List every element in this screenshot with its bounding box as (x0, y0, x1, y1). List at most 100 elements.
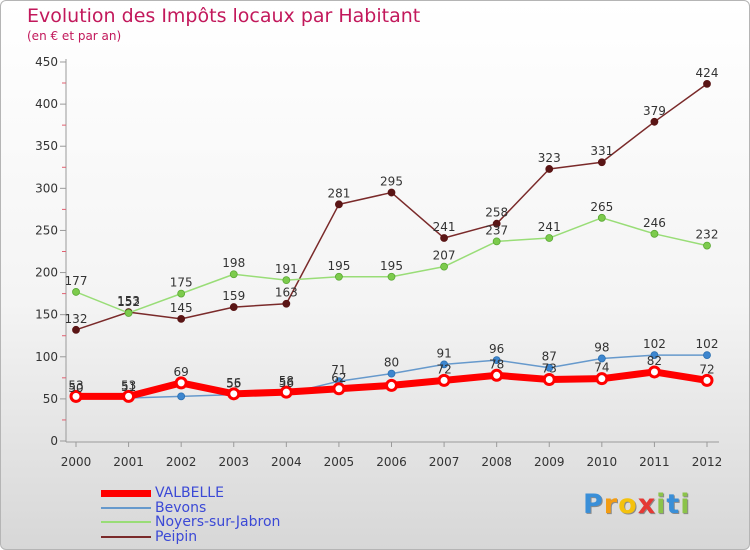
data-point-bevons (440, 360, 448, 369)
data-label-noyers-sur-jabron: 232 (696, 228, 719, 242)
data-point-bevons (703, 351, 711, 359)
data-point-peipin (177, 314, 186, 323)
y-tick-label: 100 (35, 350, 58, 364)
data-point-bevons (545, 363, 554, 372)
data-label-peipin: 323 (538, 151, 561, 165)
data-label-bevons: 55 (226, 377, 241, 391)
series-noyers-sur-jabron (72, 213, 711, 317)
data-label-noyers-sur-jabron: 175 (170, 276, 193, 290)
data-point-bevons (177, 392, 186, 401)
y-tick-label: 350 (35, 139, 58, 153)
data-label-peipin: 153 (117, 294, 140, 308)
data-label-noyers-sur-jabron: 246 (643, 216, 666, 230)
data-label-valbelle: 69 (174, 365, 189, 379)
y-tick-label: 0 (50, 434, 58, 448)
data-label-noyers-sur-jabron: 241 (538, 220, 561, 234)
y-tick-label: 150 (35, 308, 58, 322)
data-label-peipin: 241 (433, 220, 456, 234)
data-label-noyers-sur-jabron: 191 (275, 262, 298, 276)
data-label-valbelle: 62 (331, 371, 346, 385)
x-tick-label: 2008 (481, 455, 512, 469)
data-label-peipin: 424 (696, 66, 719, 80)
data-point-noyers-sur-jabron (492, 237, 501, 246)
data-label-noyers-sur-jabron: 195 (380, 259, 403, 273)
data-point-noyers-sur-jabron (72, 288, 80, 296)
data-point-valbelle (700, 373, 714, 387)
data-point-valbelle (490, 368, 504, 382)
data-point-peipin (703, 79, 711, 88)
data-label-bevons: 91 (436, 346, 451, 360)
legend-item-bevons: Bevons (101, 501, 280, 516)
data-point-valbelle (542, 373, 556, 387)
y-tick-label: 200 (35, 266, 58, 280)
data-label-peipin: 132 (65, 312, 88, 326)
data-point-valbelle (279, 385, 293, 399)
data-point-valbelle (122, 389, 136, 403)
series-peipin (72, 79, 711, 334)
x-tick-label: 2010 (587, 455, 618, 469)
x-tick-label: 2007 (429, 455, 460, 469)
data-label-noyers-sur-jabron: 265 (590, 200, 613, 214)
data-point-peipin (229, 303, 238, 311)
data-label-bevons: 71 (331, 363, 346, 377)
data-label-peipin: 281 (327, 186, 350, 200)
x-tick-label: 2012 (692, 455, 723, 469)
x-tick-label: 2006 (376, 455, 407, 469)
data-label-noyers-sur-jabron: 237 (485, 223, 508, 237)
chart-title: Evolution des Impôts locaux par Habitant (27, 5, 421, 27)
data-point-peipin (335, 200, 343, 209)
data-label-bevons: 87 (542, 350, 557, 364)
data-point-bevons (492, 356, 501, 365)
data-label-valbelle: 58 (279, 374, 294, 388)
data-point-valbelle (174, 376, 188, 390)
data-point-noyers-sur-jabron (440, 262, 448, 271)
data-point-noyers-sur-jabron (229, 270, 238, 279)
data-point-valbelle (332, 382, 346, 396)
data-label-noyers-sur-jabron: 198 (222, 256, 245, 270)
data-point-noyers-sur-jabron (282, 276, 291, 285)
data-point-bevons (387, 369, 396, 378)
x-tick-label: 2000 (61, 455, 92, 469)
data-label-peipin: 258 (485, 206, 508, 220)
legend-item-noyers-sur-jabron: Noyers-sur-Jabron (101, 515, 280, 530)
data-label-bevons: 102 (696, 337, 719, 351)
data-label-peipin: 379 (643, 104, 666, 118)
data-label-bevons: 98 (594, 340, 609, 354)
legend-label: Noyers-sur-Jabron (155, 514, 281, 531)
data-point-peipin (545, 165, 554, 173)
data-label-valbelle: 72 (436, 362, 451, 376)
legend-swatch (101, 506, 151, 509)
logo-letter: i (680, 489, 691, 520)
x-tick-label: 2003 (218, 455, 249, 469)
x-tick-label: 2011 (639, 455, 670, 469)
data-label-bevons: 80 (384, 356, 399, 370)
data-point-peipin (72, 325, 80, 334)
data-point-noyers-sur-jabron (597, 213, 606, 222)
data-point-peipin (282, 299, 291, 308)
data-label-valbelle: 78 (489, 357, 504, 371)
data-point-bevons (650, 351, 659, 359)
data-point-noyers-sur-jabron (387, 272, 396, 281)
data-label-bevons: 102 (643, 337, 666, 351)
data-point-bevons (597, 354, 606, 363)
data-point-noyers-sur-jabron (335, 272, 343, 281)
data-point-peipin (440, 234, 448, 242)
logo-letter: P (583, 489, 604, 520)
data-label-valbelle: 72 (699, 362, 714, 376)
y-tick-label: 300 (35, 181, 58, 195)
proxiti-logo: Proxiti (583, 489, 691, 520)
logo-letter: r (603, 489, 619, 520)
data-point-noyers-sur-jabron (177, 289, 186, 298)
data-label-valbelle: 74 (594, 361, 609, 375)
data-label-valbelle: 53 (68, 378, 83, 392)
legend-item-valbelle: VALBELLE (101, 486, 280, 501)
data-point-valbelle (595, 372, 609, 386)
data-label-noyers-sur-jabron: 152 (117, 295, 140, 309)
data-point-valbelle (385, 378, 398, 392)
data-label-bevons: 50 (68, 381, 83, 395)
legend: VALBELLE Bevons Noyers-sur-Jabron Peipin (101, 486, 280, 544)
data-label-peipin: 331 (590, 144, 613, 158)
x-tick-label: 2001 (113, 455, 144, 469)
data-label-bevons: 56 (279, 376, 294, 390)
